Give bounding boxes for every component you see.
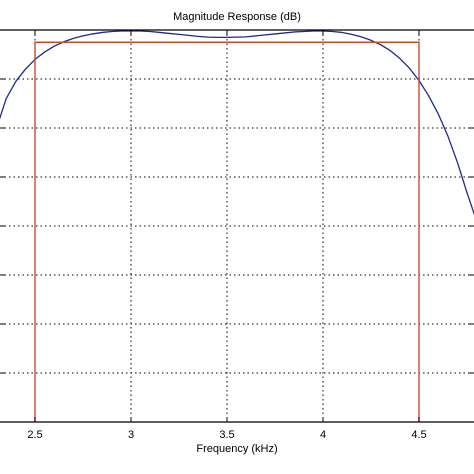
x-axis-ticks: 2.5 3 3.5 4 4.5 [27, 30, 427, 441]
plot-background [0, 30, 474, 422]
chart-title: Magnitude Response (dB) [173, 11, 301, 23]
plot-frame [0, 29, 474, 423]
x-axis-label: Frequency (kHz) [196, 443, 277, 455]
x-tick-label: 4.5 [411, 429, 426, 441]
ideal-response-line [34, 41, 420, 422]
x-tick-label: 3 [128, 429, 134, 441]
x-tick-label: 3.5 [219, 429, 234, 441]
series-layer [0, 30, 474, 422]
x-tick-label: 4 [320, 429, 326, 441]
x-tick-label: 2.5 [27, 429, 42, 441]
filter-response-line [0, 30, 474, 216]
